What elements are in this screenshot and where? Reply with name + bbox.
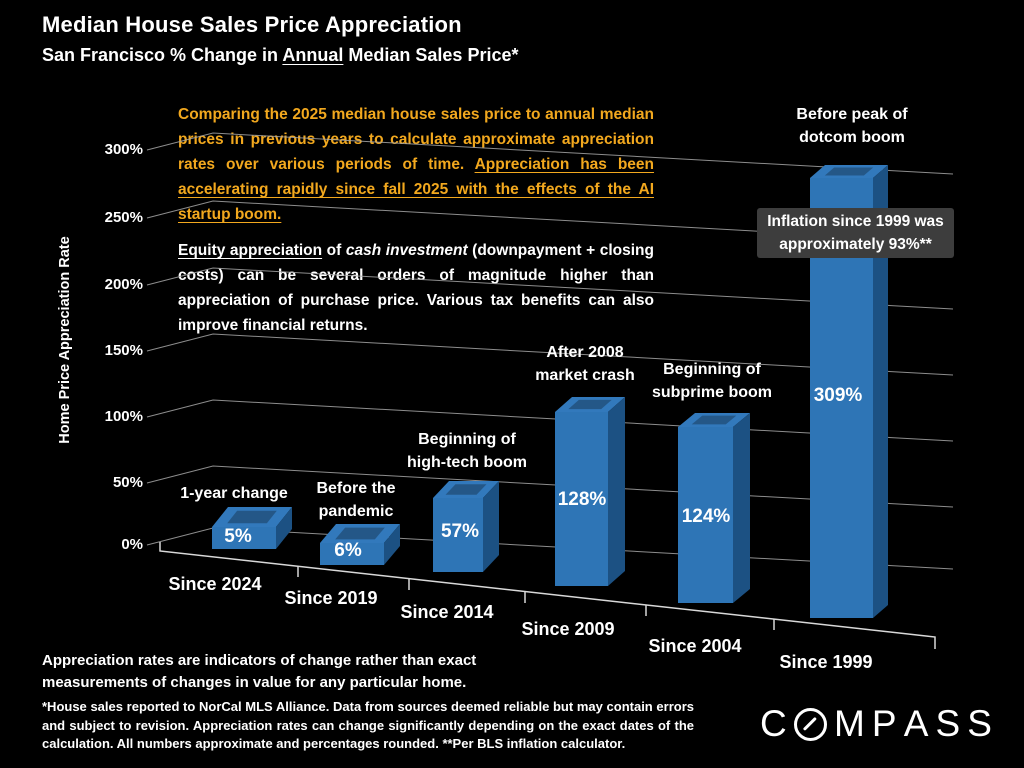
bar-top-Since 2024 <box>212 507 292 527</box>
bar-side-Since 2009 <box>608 397 625 586</box>
white-note-rest: (downpayment + closing costs) can be sev… <box>178 242 654 334</box>
bar-top-bevel <box>691 415 737 425</box>
x-axis-baseline <box>159 542 936 649</box>
bar-front-Since 2014 <box>433 498 483 572</box>
orange-note-normal: Comparing the 2025 median house sales pr… <box>178 106 654 173</box>
bar-top-bevel <box>445 484 487 495</box>
bar-top-Since 2009 <box>555 397 625 412</box>
bar-front-Since 2019 <box>320 543 384 565</box>
bar-top-Since 2004 <box>678 413 750 427</box>
white-note-underlined: Equity appreciation <box>178 242 323 259</box>
commentary-white: Equity appreciation of cash investment (… <box>178 238 654 338</box>
inflation-callout: Inflation since 1999 was approximately 9… <box>757 208 954 258</box>
bar-side-Since 1999 <box>873 165 888 618</box>
page-subtitle: San Francisco % Change in Annual Median … <box>42 45 518 66</box>
needle-bar <box>803 716 818 732</box>
footer-note: Appreciation rates are indicators of cha… <box>42 652 477 691</box>
subtitle-part3: Median Sales Price* <box>343 45 519 65</box>
bar-front-Since 2009 <box>555 412 608 586</box>
subtitle-underlined: Annual <box>282 45 344 65</box>
logo-letter: S <box>967 703 992 744</box>
commentary-orange: Comparing the 2025 median house sales pr… <box>178 102 654 227</box>
bar-top-bevel <box>335 527 385 540</box>
gridline-300% <box>146 132 954 175</box>
subtitle-part1: San Francisco % Change in <box>42 45 283 65</box>
logo-letter: C <box>760 703 787 744</box>
bar-front-Since 2024 <box>212 527 276 549</box>
logo-letter: S <box>935 703 961 744</box>
bar-side-Since 2019 <box>384 524 400 565</box>
logo-letter: A <box>903 703 929 744</box>
logo-letter: M <box>833 703 865 744</box>
white-note-italic: cash investment <box>345 242 468 259</box>
white-note-mid: of <box>322 242 346 259</box>
bar-top-bevel <box>568 399 612 410</box>
bar-top-bevel <box>227 510 277 524</box>
bar-side-Since 2004 <box>733 413 750 603</box>
footer-disclaimer: *House sales reported to NorCal MLS Alli… <box>42 699 694 751</box>
gridline-250% <box>146 200 954 243</box>
bar-front-Since 2004 <box>678 427 733 603</box>
logo-letter: P <box>871 703 897 744</box>
bar-top-Since 2014 <box>433 481 499 498</box>
bar-top-bevel <box>824 167 874 176</box>
bar-top-Since 1999 <box>810 165 888 178</box>
page-title: Median House Sales Price Appreciation <box>42 12 462 37</box>
bar-side-Since 2014 <box>483 481 499 572</box>
bar-side-Since 2024 <box>276 507 292 549</box>
gridline-200% <box>146 267 954 310</box>
bar-top-Since 2019 <box>320 524 400 543</box>
compass-o-needle-icon <box>793 707 827 741</box>
gridline-150% <box>146 333 954 376</box>
bar-front-Since 1999 <box>810 178 873 618</box>
orange-note-underlined: Appreciation has been accelerating rapid… <box>178 156 655 223</box>
